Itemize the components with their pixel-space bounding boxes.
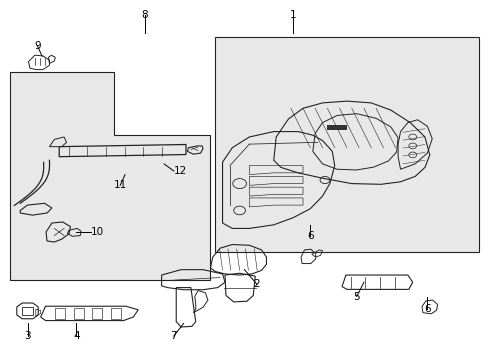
Text: 11: 11: [113, 180, 126, 190]
Text: 1: 1: [289, 10, 296, 20]
Text: 7: 7: [170, 331, 177, 341]
Polygon shape: [10, 72, 210, 280]
Text: 5: 5: [353, 292, 359, 302]
Text: 9: 9: [34, 41, 41, 50]
Text: 6: 6: [423, 304, 430, 314]
Text: 8: 8: [141, 10, 147, 20]
Text: 3: 3: [24, 331, 31, 341]
Text: 10: 10: [91, 227, 104, 237]
Bar: [327, 126, 346, 130]
Bar: [215, 37, 478, 252]
Text: 2: 2: [253, 279, 260, 289]
Text: 4: 4: [73, 331, 80, 341]
Text: 12: 12: [173, 166, 187, 176]
Text: 6: 6: [306, 231, 313, 240]
